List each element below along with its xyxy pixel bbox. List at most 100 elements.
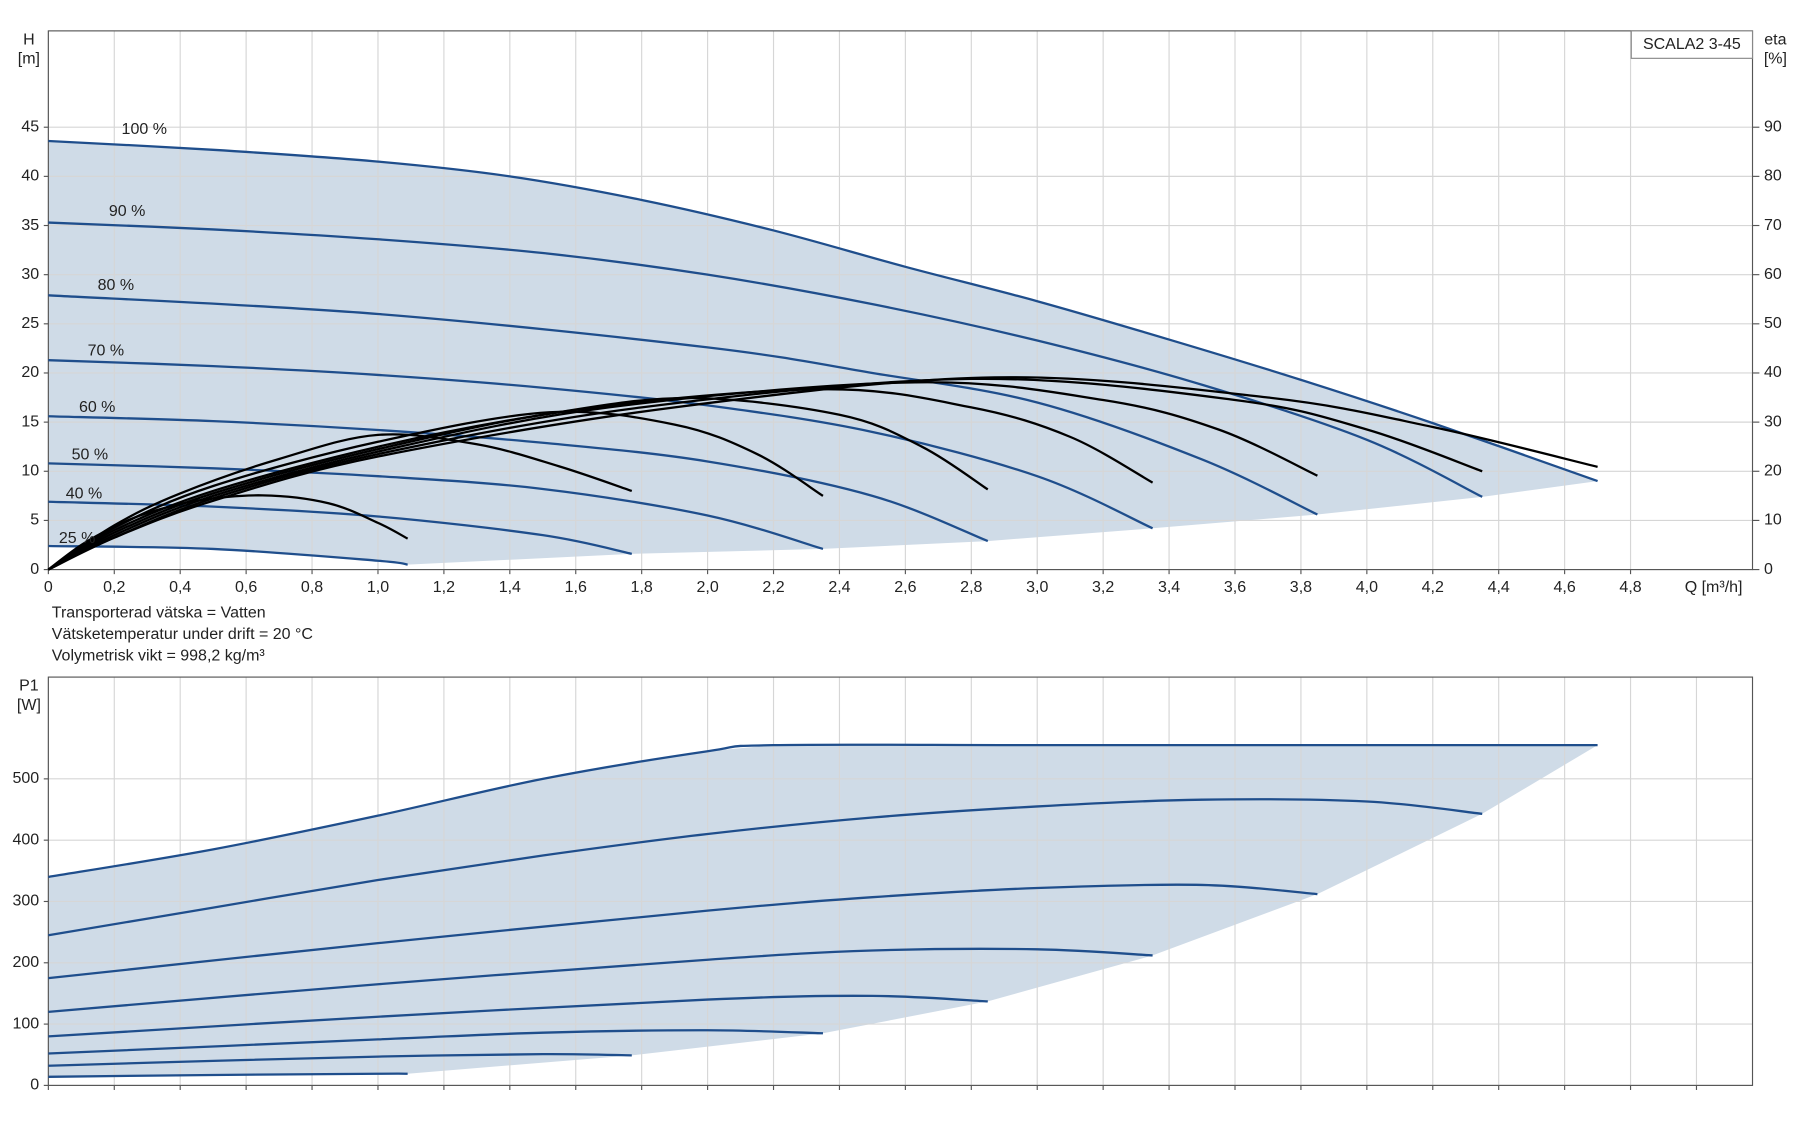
curve xyxy=(48,798,1483,937)
curve-label: 25 % xyxy=(59,530,95,547)
y-tick-label: 45 xyxy=(21,118,39,135)
efficiency-curve xyxy=(47,381,1318,571)
x-tick-label: 3,8 xyxy=(1290,579,1312,596)
x-tick-label: 0,2 xyxy=(103,579,125,596)
curve xyxy=(48,947,1153,1013)
y-tick-label: 300 xyxy=(12,893,39,910)
efficiency-curve xyxy=(47,376,1598,571)
y2-axis-label: eta xyxy=(1764,31,1786,48)
efficiency-curve xyxy=(47,388,1154,571)
x-label-bg xyxy=(1672,576,1748,600)
x-tick-label: 0,8 xyxy=(301,579,323,596)
operating-range xyxy=(48,140,1598,565)
curve xyxy=(48,359,1154,530)
y-axis-label: P1 xyxy=(19,677,39,694)
y2-tick-label: 10 xyxy=(1764,512,1782,529)
model-box xyxy=(1630,30,1754,59)
x-tick-label: 2,2 xyxy=(762,579,784,596)
x-tick-label: 1,0 xyxy=(367,579,389,596)
curve xyxy=(48,294,1318,516)
note: Volymetrisk vikt = 998,2 kg/m³ xyxy=(52,648,266,665)
curve-label: 70 % xyxy=(88,342,124,359)
plot-frame xyxy=(47,30,1754,571)
plot-frame xyxy=(47,676,1754,1086)
x-tick-label: 0 xyxy=(44,579,53,596)
x-tick-label: 2,6 xyxy=(894,579,916,596)
efficiency-curve xyxy=(47,377,1483,571)
x-tick-label: 0,4 xyxy=(169,579,191,596)
y-tick-label: 25 xyxy=(21,315,39,332)
efficiency-curve xyxy=(47,410,824,571)
model-label: SCALA2 3-45 xyxy=(1643,36,1741,53)
x-axis-label: Q [m³/h] xyxy=(1685,579,1743,596)
y-tick-label: 30 xyxy=(21,266,39,283)
x-tick-label: 3,0 xyxy=(1026,579,1048,596)
curve-label: 90 % xyxy=(109,203,145,220)
efficiency-curve xyxy=(47,433,633,571)
x-tick-label: 1,4 xyxy=(499,579,521,596)
y-tick-label: 35 xyxy=(21,217,39,234)
y-tick-label: 5 xyxy=(30,512,39,529)
y2-tick-label: 50 xyxy=(1764,315,1782,332)
curve-label: 80 % xyxy=(98,277,134,294)
curve xyxy=(48,743,1598,879)
y-axis-unit: [m] xyxy=(18,51,40,68)
y2-tick-label: 90 xyxy=(1764,118,1782,135)
x-tick-label: 4,4 xyxy=(1488,579,1510,596)
y-tick-label: 40 xyxy=(21,168,39,185)
y2-tick-label: 70 xyxy=(1764,217,1782,234)
x-tick-label: 1,2 xyxy=(433,579,455,596)
x-tick-label: 3,2 xyxy=(1092,579,1114,596)
y-axis-label: H xyxy=(23,31,35,48)
y-tick-label: 200 xyxy=(12,954,39,971)
y-axis-unit: [W] xyxy=(17,697,41,714)
x-tick-label: 0,6 xyxy=(235,579,257,596)
curve xyxy=(48,462,824,551)
curve-label: 50 % xyxy=(72,447,108,464)
y2-tick-label: 80 xyxy=(1764,168,1782,185)
y2-tick-label: 20 xyxy=(1764,463,1782,480)
curve xyxy=(48,1052,632,1067)
curve xyxy=(48,544,408,566)
x-tick-label: 2,4 xyxy=(828,579,850,596)
y-tick-label: 500 xyxy=(12,770,39,787)
note: Transporterad vätska = Vatten xyxy=(52,604,266,621)
y-tick-label: 0 xyxy=(30,1077,39,1094)
y2-tick-label: 30 xyxy=(1764,413,1782,430)
curve-label: 60 % xyxy=(79,399,115,416)
x-tick-label: 4,0 xyxy=(1356,579,1378,596)
x-tick-label: 3,6 xyxy=(1224,579,1246,596)
x-tick-label: 4,6 xyxy=(1553,579,1575,596)
curve xyxy=(48,994,988,1038)
y2-tick-label: 40 xyxy=(1764,364,1782,381)
y2-axis-unit: [%] xyxy=(1764,51,1787,68)
y2-tick-label: 0 xyxy=(1764,561,1773,578)
y-tick-label: 15 xyxy=(21,413,39,430)
curve xyxy=(48,221,1483,498)
curve xyxy=(48,415,989,543)
x-tick-label: 2,8 xyxy=(960,579,982,596)
note: Vätsketemperatur under drift = 20 °C xyxy=(52,626,313,643)
operating-range xyxy=(48,745,1598,1077)
y-tick-label: 20 xyxy=(21,364,39,381)
y-tick-label: 10 xyxy=(21,463,39,480)
x-tick-label: 1,8 xyxy=(631,579,653,596)
x-tick-label: 3,4 xyxy=(1158,579,1180,596)
curve xyxy=(48,1029,824,1055)
curve xyxy=(48,500,633,555)
curve xyxy=(48,883,1318,980)
x-tick-label: 2,0 xyxy=(696,579,718,596)
curve xyxy=(48,139,1598,483)
y-tick-label: 100 xyxy=(12,1015,39,1032)
curve xyxy=(48,1072,408,1078)
x-tick-label: 1,6 xyxy=(565,579,587,596)
y-tick-label: 0 xyxy=(30,561,39,578)
y-tick-label: 400 xyxy=(12,831,39,848)
curve-label: 100 % xyxy=(122,121,167,138)
curve-label: 40 % xyxy=(66,485,102,502)
x-tick-label: 4,8 xyxy=(1619,579,1641,596)
x-tick-label: 4,2 xyxy=(1422,579,1444,596)
y2-tick-label: 60 xyxy=(1764,266,1782,283)
